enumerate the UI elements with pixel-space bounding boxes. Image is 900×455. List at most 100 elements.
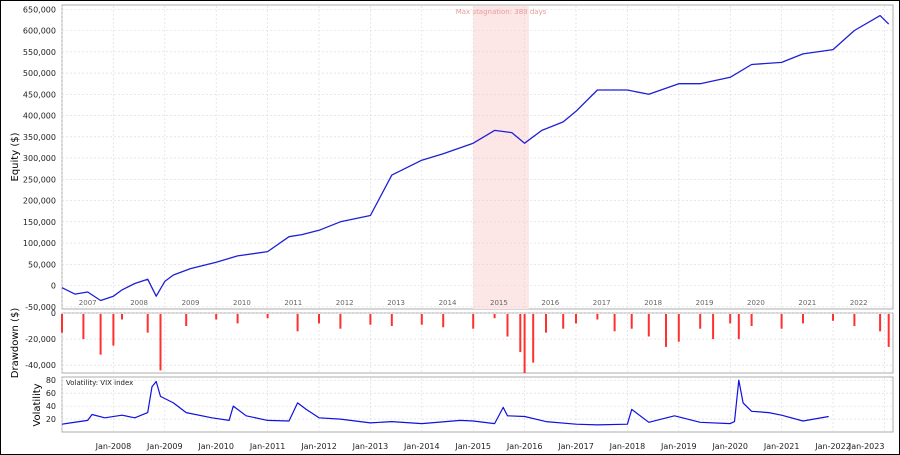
stagnation-label: Max stagnation: 388 days	[456, 8, 547, 16]
drawdown-bar	[596, 314, 599, 320]
equity-y-tick: 500,000	[23, 69, 56, 78]
x-tick-label: Jan-2023	[848, 442, 885, 451]
drawdown-bar	[159, 314, 162, 371]
drawdown-bar	[215, 314, 218, 320]
drawdown-bar	[121, 314, 123, 320]
drawdown-bar	[369, 314, 372, 325]
x-tick-label: Jan-2015	[454, 442, 491, 451]
year-label: 2007	[79, 299, 97, 307]
x-tick-label: Jan-2009	[146, 442, 183, 451]
year-label: 2017	[593, 299, 611, 307]
x-tick-label: Jan-2011	[249, 442, 286, 451]
year-label: 2020	[747, 299, 765, 307]
drawdown-bar	[699, 314, 702, 329]
x-tick-label: Jan-2018	[609, 442, 646, 451]
equity-y-tick: -50,000	[25, 303, 56, 312]
equity-line	[61, 14, 890, 302]
drawdown-bar	[185, 314, 188, 326]
year-label: 2015	[490, 299, 508, 307]
drawdown-bar	[737, 314, 740, 340]
drawdown-bar	[647, 314, 650, 337]
year-label: 2008	[130, 299, 148, 307]
equity-y-tick: 0	[51, 282, 56, 291]
equity-y-tick: 450,000	[23, 90, 56, 99]
stagnation-band	[473, 6, 529, 309]
drawdown-bar	[853, 314, 856, 326]
drawdown-bar	[879, 314, 882, 332]
equity-y-tick: 300,000	[23, 154, 56, 163]
volatility-legend: Volatility: VIX index	[66, 379, 133, 387]
equity-y-tick: 100,000	[23, 239, 56, 248]
equity-y-tick: 350,000	[23, 133, 56, 142]
drawdown-bar	[493, 314, 496, 319]
x-tick-label: Jan-2016	[506, 442, 543, 451]
drawdown-bar	[545, 314, 547, 333]
equity-y-tick: 150,000	[23, 218, 56, 227]
drawdown-bar	[677, 314, 680, 342]
drawdown-bar	[112, 314, 115, 346]
year-label: 2014	[439, 299, 457, 307]
drawdown-bar	[266, 314, 269, 319]
drawdown-bar	[665, 314, 667, 347]
drawdown-bar	[729, 314, 732, 324]
year-label: 2010	[233, 299, 251, 307]
x-tick-label: Jan-2022	[814, 442, 851, 451]
x-tick-label: Jan-2010	[197, 442, 234, 451]
x-tick-label: Jan-2017	[557, 442, 594, 451]
drawdown-bar	[802, 314, 804, 324]
drawdown-bar	[236, 314, 239, 324]
year-label: 2013	[387, 299, 405, 307]
drawdown-bar	[61, 314, 63, 333]
drawdown-bar	[712, 314, 715, 340]
drawdown-bar	[82, 314, 85, 340]
year-label: 2011	[284, 299, 302, 307]
drawdown-bar	[99, 314, 102, 355]
drawdown-bar	[339, 314, 342, 329]
drawdown-bar	[146, 314, 149, 333]
drawdown-bar	[832, 314, 834, 321]
drawdown-y-tick: 0	[51, 309, 56, 318]
x-tick-label: Jan-2008	[95, 442, 132, 451]
drawdown-y-axis-label: Drawdown ($)	[10, 308, 21, 379]
drawdown-bar	[519, 314, 522, 353]
x-tick-label: Jan-2021	[763, 442, 800, 451]
equity-y-tick: 50,000	[28, 260, 56, 269]
drawdown-y-tick: -40,000	[25, 361, 56, 370]
x-tick-label: Jan-2013	[352, 442, 389, 451]
volatility-line	[61, 379, 829, 426]
x-tick-label: Jan-2012	[300, 442, 337, 451]
drawdown-bar	[296, 314, 299, 332]
drawdown-bar	[390, 314, 393, 326]
drawdown-bar	[506, 314, 509, 337]
volatility-y-tick: 20	[46, 415, 56, 424]
drawdown-bar	[750, 314, 753, 326]
year-label: 2016	[541, 299, 559, 307]
panel-3	[61, 376, 894, 433]
drawdown-bar	[420, 314, 423, 325]
drawdown-bar	[613, 314, 616, 332]
drawdown-bar	[887, 314, 890, 347]
equity-y-tick: 650,000	[23, 5, 56, 14]
volatility-y-tick: 60	[46, 389, 56, 398]
drawdown-y-tick: -20,000	[25, 335, 56, 344]
equity-y-tick: 200,000	[23, 197, 56, 206]
volatility-y-tick: 40	[46, 402, 56, 411]
drawdown-bar	[442, 314, 445, 328]
drawdown-bar	[472, 314, 475, 329]
x-tick-label: Jan-2019	[660, 442, 697, 451]
equity-y-axis-label: Equity ($)	[10, 132, 21, 181]
equity-y-tick: 400,000	[23, 112, 56, 121]
year-label: 2021	[798, 299, 816, 307]
drawdown-bar	[575, 314, 577, 324]
year-label: 2018	[644, 299, 662, 307]
equity-y-tick: 250,000	[23, 175, 56, 184]
x-tick-label: Jan-2014	[403, 442, 440, 451]
year-label: 2022	[850, 299, 868, 307]
drawdown-bar	[318, 314, 320, 324]
year-label: 2012	[336, 299, 354, 307]
drawdown-bar	[780, 314, 783, 329]
equity-y-tick: 600,000	[23, 27, 56, 36]
drawdown-bar	[630, 314, 633, 329]
equity-y-tick: 550,000	[23, 48, 56, 57]
